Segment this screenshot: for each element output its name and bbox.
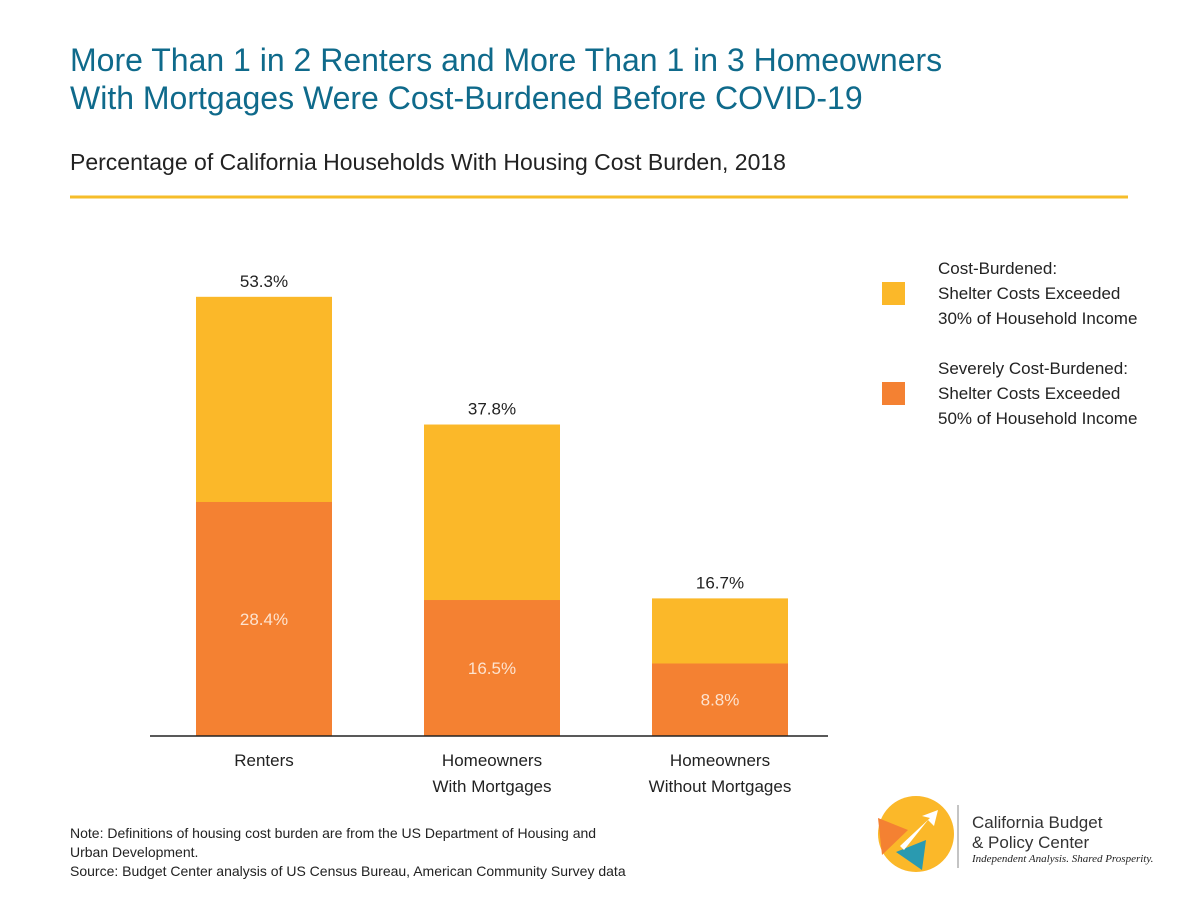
legend-swatch xyxy=(882,282,905,305)
chart-title: More Than 1 in 2 Renters and More Than 1… xyxy=(70,42,942,116)
note: Urban Development. xyxy=(70,844,198,860)
data-label: 16.5% xyxy=(468,659,516,678)
note: Note: Definitions of housing cost burden… xyxy=(70,825,596,841)
note: Source: Budget Center analysis of US Cen… xyxy=(70,863,626,879)
data-label: 53.3% xyxy=(240,272,288,291)
logo-orange xyxy=(878,818,908,855)
bar xyxy=(196,501,332,736)
x-tick-label: Renters xyxy=(234,751,294,770)
logo: California Budget & Policy Center Indepen… xyxy=(878,796,1153,872)
legend-label: Severely Cost-Burdened: Shelter Costs Exc… xyxy=(938,359,1137,428)
data-label: 16.7% xyxy=(696,573,744,592)
chart-subtitle: Percentage of California Households With… xyxy=(70,149,786,175)
bar xyxy=(652,663,788,736)
x-tick-label: Homeowners Without Mortgages xyxy=(649,751,792,796)
legend-label: Cost-Burdened: Shelter Costs Exceeded 30% … xyxy=(938,259,1137,328)
logo-tagline: Independent Analysis. Shared Prosperity. xyxy=(971,853,1153,865)
bar xyxy=(424,600,560,736)
logo-name: California Budget & Policy Center xyxy=(972,813,1103,852)
logo-arrow xyxy=(900,810,938,850)
logo-teal xyxy=(896,840,926,870)
data-label: 8.8% xyxy=(701,691,740,710)
legend-swatch xyxy=(882,382,905,405)
data-label: 37.8% xyxy=(468,400,516,419)
x-tick-label: Homeowners With Mortgages xyxy=(432,751,551,796)
data-label: 28.4% xyxy=(240,610,288,629)
